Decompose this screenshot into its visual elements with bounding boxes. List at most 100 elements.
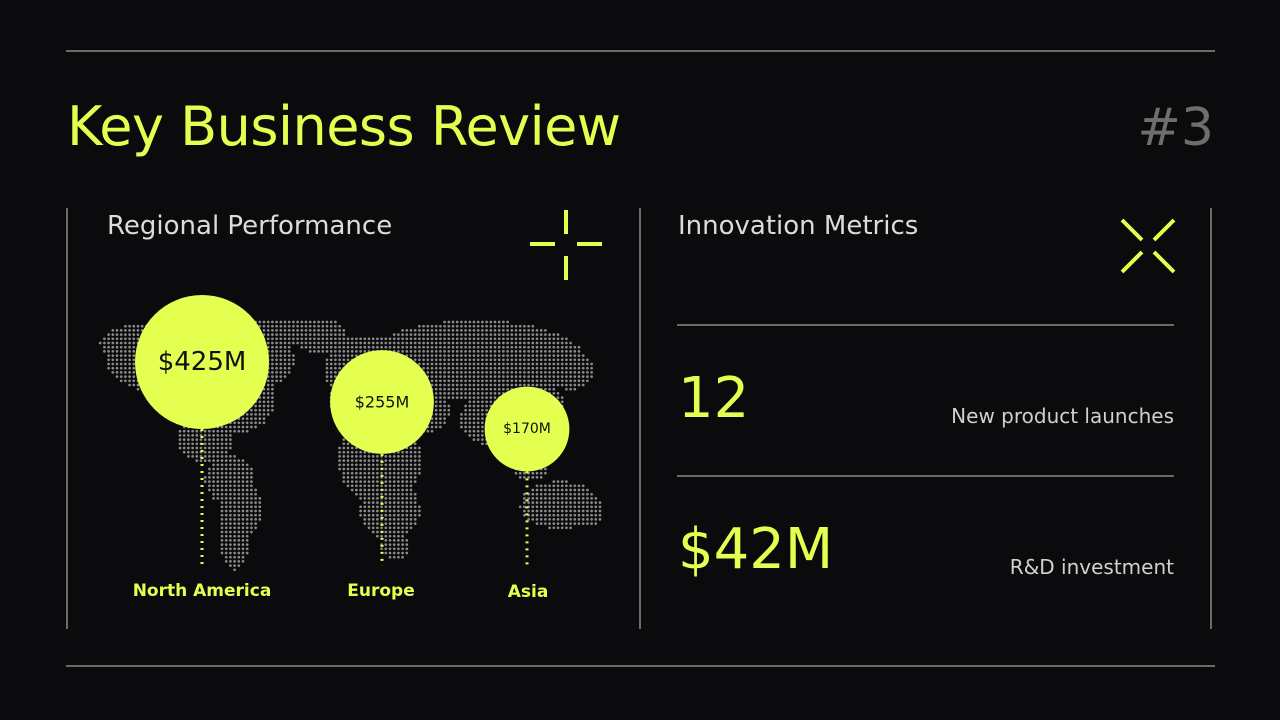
map-dot: [128, 379, 131, 383]
map-dot: [388, 534, 392, 538]
map-dot: [590, 497, 593, 500]
map-dot: [523, 362, 526, 366]
map-dot: [178, 429, 182, 433]
map-dot: [300, 333, 304, 336]
map-dot: [560, 509, 564, 513]
map-dot: [590, 509, 593, 513]
map-dot: [128, 329, 131, 332]
map-dot: [535, 337, 539, 341]
map-dot: [359, 459, 362, 462]
map-dot: [355, 337, 358, 341]
map-dot: [489, 383, 493, 387]
map-dot: [552, 345, 556, 349]
map-dot: [397, 518, 400, 521]
map-dot: [518, 371, 522, 374]
map-dot: [418, 350, 421, 353]
map-dot: [224, 555, 228, 559]
map-dot: [514, 337, 518, 341]
map-dot: [447, 329, 451, 332]
map-dot: [430, 429, 434, 433]
map-dot: [413, 329, 417, 332]
map-dot: [397, 522, 400, 525]
map-dot: [384, 513, 388, 517]
map-dot: [468, 350, 472, 353]
map-dot: [334, 375, 337, 378]
map-dot: [485, 392, 488, 395]
map-dot: [224, 480, 228, 483]
map-dot: [409, 505, 413, 509]
map-dot: [426, 333, 430, 336]
map-dot: [363, 505, 367, 509]
map-dot: [329, 337, 333, 341]
map-dot: [237, 429, 241, 433]
map-dot: [434, 358, 438, 362]
map-dot: [229, 434, 232, 437]
map-dot: [229, 530, 232, 534]
map-dot: [220, 522, 224, 525]
map-dot: [279, 345, 283, 349]
map-dot: [598, 505, 602, 509]
map-dot: [535, 509, 539, 513]
map-dot: [367, 476, 371, 479]
map-dot: [338, 467, 341, 471]
map-dot: [401, 455, 404, 458]
map-dot: [497, 379, 501, 383]
map-dot: [241, 539, 245, 542]
map-dot: [111, 333, 115, 336]
map-dot: [481, 324, 484, 328]
map-dot: [271, 400, 274, 404]
map-dot: [292, 341, 295, 345]
map-dot: [321, 341, 325, 345]
map-dot: [434, 333, 438, 336]
map-dot: [115, 366, 119, 370]
map-dot: [300, 329, 304, 332]
map-dot: [237, 543, 241, 546]
map-dot: [586, 379, 589, 383]
map-dot: [447, 337, 451, 341]
map-dot: [367, 526, 371, 530]
map-dot: [363, 501, 367, 504]
map-dot: [111, 329, 115, 332]
map-dot: [363, 509, 367, 513]
map-dot: [376, 509, 379, 513]
map-dot: [548, 337, 551, 341]
map-dot: [434, 392, 438, 395]
map-dot: [271, 387, 274, 391]
map-dot: [460, 425, 463, 429]
map-dot: [405, 341, 409, 345]
map-dot: [497, 371, 501, 374]
map-dot: [569, 354, 572, 357]
map-dot: [476, 387, 480, 391]
map-dot: [472, 375, 476, 378]
map-dot: [216, 467, 220, 471]
map-dot: [208, 476, 211, 479]
map-dot: [401, 543, 404, 546]
map-dot: [292, 320, 295, 324]
map-dot: [241, 492, 245, 496]
map-dot: [262, 329, 266, 332]
map-dot: [510, 333, 514, 336]
map-dot: [439, 354, 442, 357]
map-dot: [397, 345, 400, 349]
map-dot: [371, 488, 375, 492]
map-dot: [514, 345, 518, 349]
map-dot: [392, 492, 396, 496]
map-dot: [350, 354, 354, 357]
map-dot: [586, 488, 589, 492]
map-dot: [426, 337, 430, 341]
map-dot: [447, 320, 451, 324]
map-dot: [464, 413, 467, 416]
map-dot: [220, 543, 224, 546]
map-dot: [485, 333, 488, 336]
map-dot: [531, 329, 535, 332]
map-dot: [363, 484, 367, 488]
map-dot: [262, 404, 266, 408]
map-dot: [531, 513, 535, 517]
map-dot: [329, 371, 333, 374]
map-dot: [397, 471, 400, 475]
map-dot: [304, 345, 308, 349]
map-dot: [250, 467, 253, 471]
map-dot: [426, 366, 430, 370]
map-dot: [464, 350, 467, 353]
map-dot: [560, 497, 564, 500]
